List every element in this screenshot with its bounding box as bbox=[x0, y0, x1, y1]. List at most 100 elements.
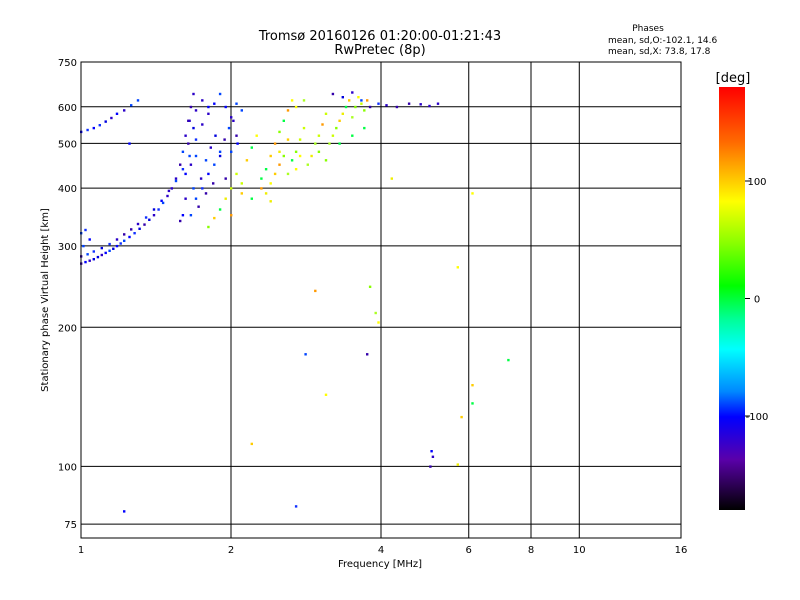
data-point bbox=[84, 228, 87, 232]
stats-x-mode: mean, sd,X: 73.8, 17.8 bbox=[608, 47, 711, 57]
data-point bbox=[194, 154, 198, 158]
data-point bbox=[152, 208, 156, 211]
x-tick-label: 16 bbox=[675, 545, 688, 556]
data-point bbox=[298, 154, 302, 158]
data-point bbox=[294, 150, 298, 153]
data-point bbox=[366, 99, 369, 102]
y-axis-label: Stationary phase Virtual Height [km] bbox=[40, 208, 51, 392]
data-point bbox=[321, 123, 324, 126]
y-axis-ticks: 75 100 200 300 400 500 600 750 bbox=[58, 58, 77, 531]
x-tick-label: 4 bbox=[378, 545, 384, 556]
data-point bbox=[351, 116, 354, 119]
data-point bbox=[82, 244, 85, 248]
data-point bbox=[192, 126, 195, 130]
data-point bbox=[187, 119, 190, 122]
x-tick-label: 2 bbox=[228, 545, 234, 556]
data-point bbox=[431, 455, 435, 458]
data-point bbox=[218, 154, 222, 158]
data-point bbox=[181, 168, 185, 171]
data-point bbox=[363, 109, 366, 112]
data-point bbox=[160, 199, 163, 202]
stats-o-mode: mean, sd,O:-102.1, 14.6 bbox=[608, 36, 718, 46]
y-tick-label: 750 bbox=[58, 58, 77, 69]
data-point bbox=[304, 353, 307, 356]
y-tick-label: 100 bbox=[58, 462, 77, 473]
data-point bbox=[189, 105, 193, 109]
data-point bbox=[123, 233, 126, 236]
data-point bbox=[108, 249, 111, 252]
data-point bbox=[84, 260, 87, 264]
data-point bbox=[204, 159, 208, 162]
x-tick-label: 8 bbox=[528, 545, 534, 556]
data-point bbox=[148, 218, 151, 221]
data-point bbox=[374, 311, 377, 315]
data-point bbox=[201, 187, 204, 190]
data-point bbox=[230, 150, 233, 153]
data-point bbox=[136, 222, 140, 226]
grid-lines bbox=[81, 62, 681, 538]
data-point bbox=[179, 219, 182, 223]
data-point bbox=[166, 194, 169, 198]
data-point bbox=[286, 172, 290, 176]
data-point bbox=[174, 177, 178, 180]
data-point bbox=[218, 92, 222, 96]
plot-frame bbox=[80, 61, 682, 539]
data-point bbox=[354, 105, 357, 109]
data-point bbox=[456, 266, 459, 269]
data-point bbox=[157, 208, 160, 211]
data-point bbox=[328, 142, 331, 145]
data-point bbox=[152, 214, 156, 217]
data-point bbox=[86, 253, 89, 256]
colorbar-tick-label: 100 bbox=[747, 177, 766, 188]
data-point bbox=[218, 150, 222, 153]
data-point bbox=[324, 393, 328, 396]
data-point bbox=[184, 134, 187, 137]
data-point bbox=[230, 116, 233, 119]
data-point bbox=[294, 105, 298, 109]
data-point bbox=[298, 138, 302, 141]
data-point bbox=[294, 505, 298, 508]
data-point bbox=[236, 142, 239, 145]
data-point bbox=[187, 142, 190, 145]
data-point bbox=[207, 112, 210, 115]
data-point bbox=[181, 150, 185, 153]
data-point bbox=[214, 134, 217, 137]
data-point bbox=[88, 238, 91, 241]
data-point bbox=[260, 177, 263, 180]
data-point bbox=[273, 142, 277, 145]
data-point bbox=[189, 163, 193, 166]
data-point bbox=[317, 134, 321, 137]
data-point bbox=[286, 138, 290, 141]
data-point bbox=[306, 163, 309, 166]
data-point bbox=[170, 187, 173, 190]
x-tick-label: 6 bbox=[466, 545, 472, 556]
data-point bbox=[338, 142, 341, 145]
data-point bbox=[115, 244, 119, 248]
colorbar-ticks: 100 0 -100 bbox=[745, 177, 768, 423]
y-tick-label: 300 bbox=[58, 242, 77, 253]
data-point bbox=[366, 353, 369, 356]
data-point bbox=[264, 168, 268, 171]
data-point bbox=[360, 99, 363, 102]
data-point bbox=[338, 119, 341, 122]
data-point bbox=[207, 172, 210, 176]
data-point bbox=[130, 104, 133, 107]
data-point bbox=[255, 134, 258, 137]
data-point bbox=[460, 415, 463, 419]
data-point bbox=[302, 126, 306, 130]
data-point bbox=[161, 201, 165, 205]
data-point bbox=[507, 358, 510, 362]
y-tick-label: 400 bbox=[58, 184, 77, 195]
y-tick-label: 500 bbox=[58, 139, 77, 150]
data-point bbox=[269, 200, 272, 203]
data-point bbox=[278, 150, 281, 153]
data-point bbox=[189, 214, 193, 217]
data-point bbox=[184, 172, 187, 176]
data-point bbox=[92, 258, 95, 261]
data-point bbox=[324, 112, 328, 115]
x-tick-label: 10 bbox=[573, 545, 586, 556]
data-point bbox=[218, 208, 222, 211]
data-point bbox=[245, 159, 249, 162]
x-axis-ticks: 1 2 4 6 8 10 16 bbox=[78, 545, 688, 556]
